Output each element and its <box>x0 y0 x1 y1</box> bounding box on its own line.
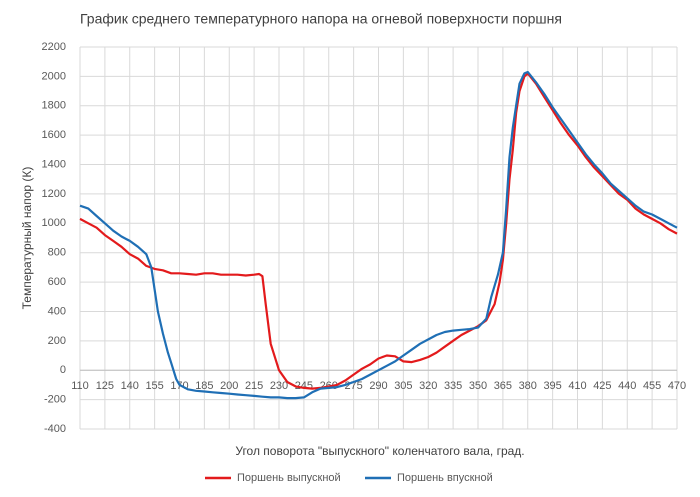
x-tick-label: 440 <box>618 380 636 392</box>
x-tick-label: 455 <box>643 380 661 392</box>
x-tick-label: 290 <box>369 380 387 392</box>
y-tick-label: 2200 <box>42 41 66 53</box>
x-tick-label: 125 <box>96 380 114 392</box>
x-tick-label: 335 <box>444 380 462 392</box>
x-tick-label: 410 <box>568 380 586 392</box>
x-tick-label: 305 <box>394 380 412 392</box>
x-tick-label: 365 <box>494 380 512 392</box>
y-tick-label: 1800 <box>42 100 66 112</box>
y-tick-label: 1400 <box>42 158 66 170</box>
y-axis-title: Температурный напор (К) <box>20 167 34 310</box>
y-tick-label: 800 <box>48 247 66 259</box>
x-tick-label: 425 <box>593 380 611 392</box>
chart-title: График среднего температурного напора на… <box>80 11 562 27</box>
x-tick-label: 320 <box>419 380 437 392</box>
x-tick-label: 380 <box>519 380 537 392</box>
x-tick-label: 470 <box>668 380 686 392</box>
y-tick-label: -200 <box>44 394 66 406</box>
y-tick-label: 1200 <box>42 188 66 200</box>
y-tick-label: 600 <box>48 276 66 288</box>
x-tick-label: 155 <box>145 380 163 392</box>
y-tick-label: 1000 <box>42 217 66 229</box>
legend-label: Поршень впускной <box>397 472 493 484</box>
x-tick-label: 140 <box>121 380 139 392</box>
legend-item: Поршень впускной <box>365 472 493 484</box>
y-tick-label: 2000 <box>42 70 66 82</box>
y-tick-label: -400 <box>44 423 66 435</box>
y-tick-label: 200 <box>48 335 66 347</box>
x-tick-label: 185 <box>195 380 213 392</box>
x-tick-label: 395 <box>543 380 561 392</box>
x-tick-label: 200 <box>220 380 238 392</box>
y-tick-label: 0 <box>60 364 66 376</box>
y-tick-label: 1600 <box>42 129 66 141</box>
x-axis-title: Угол поворота "выпускного" коленчатого в… <box>235 444 524 458</box>
legend-item: Поршень выпускной <box>205 472 341 484</box>
series-line <box>79 70 678 400</box>
series-line <box>79 72 678 390</box>
x-tick-label: 215 <box>245 380 263 392</box>
x-tick-label: 230 <box>270 380 288 392</box>
x-tick-label: 350 <box>469 380 487 392</box>
y-tick-label: 400 <box>48 305 66 317</box>
x-tick-label: 110 <box>71 380 89 392</box>
legend-label: Поршень выпускной <box>237 472 341 484</box>
